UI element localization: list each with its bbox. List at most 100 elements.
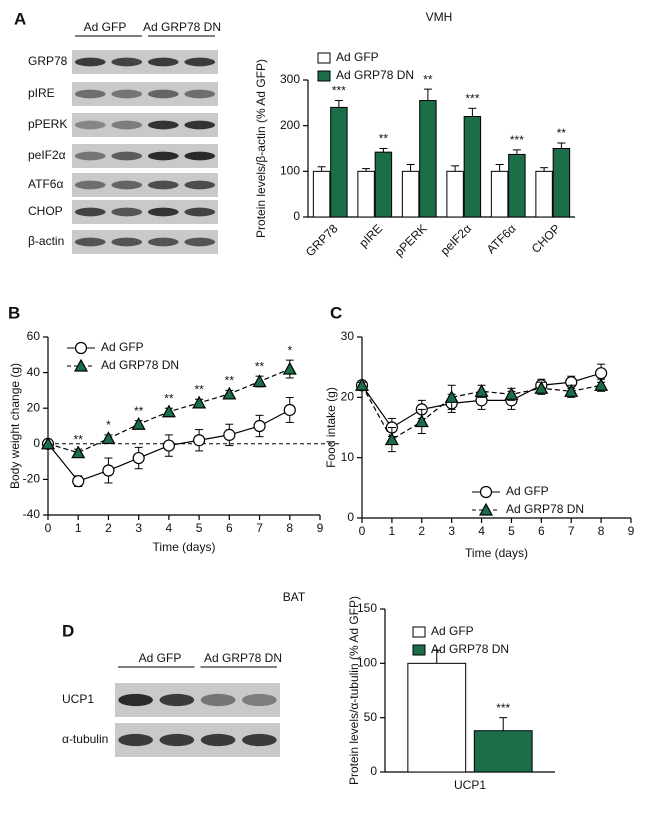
blot-band — [147, 207, 179, 217]
blot-band — [242, 733, 277, 747]
blot-group-label: Ad GFP — [139, 651, 182, 665]
blot-band — [74, 57, 106, 67]
significance-label: *** — [465, 91, 479, 105]
y-tick-label: 300 — [280, 72, 300, 86]
blot-band — [159, 733, 195, 747]
blot-row-label: pIRE — [28, 86, 55, 100]
marker — [414, 414, 429, 428]
bar — [508, 153, 526, 218]
blot-band — [111, 57, 143, 67]
blot-band — [184, 151, 216, 161]
x-tick-label: 2 — [105, 521, 112, 535]
blot-band — [184, 57, 216, 67]
y-tick-label: 0 — [293, 209, 300, 223]
x-tick-label: 3 — [135, 521, 142, 535]
marker — [444, 390, 459, 403]
significance-label: *** — [496, 701, 510, 715]
blot-band — [159, 693, 195, 707]
blot-band — [242, 693, 277, 707]
bar — [330, 106, 348, 218]
x-tick-label: 4 — [478, 524, 485, 538]
y-tick-label: 100 — [357, 656, 377, 670]
significance-label: ** — [379, 132, 389, 146]
y-tick-label: 100 — [280, 164, 300, 178]
y-axis-label: Protein levels/β-actin (% Ad GFP) — [254, 59, 268, 238]
marker — [564, 384, 579, 397]
y-axis-label: Body weight change (g) — [8, 363, 22, 489]
blot-band — [118, 693, 153, 707]
marker — [478, 502, 494, 516]
significance-label: *** — [510, 133, 524, 147]
x-tick-label: 3 — [448, 524, 455, 538]
blot-band — [74, 180, 106, 190]
blot-band — [147, 237, 179, 247]
blot-row-label: α-tubulin — [62, 732, 108, 746]
x-tick-label: 9 — [628, 524, 635, 538]
blot-band — [147, 151, 179, 161]
x-tick-label: 9 — [317, 521, 324, 535]
blot-band — [111, 207, 143, 217]
marker — [283, 403, 296, 417]
y-tick-label: 200 — [280, 118, 300, 132]
x-tick-label: 4 — [166, 521, 173, 535]
bar — [312, 170, 331, 218]
marker — [223, 428, 236, 441]
blot-band — [184, 120, 216, 130]
bar — [552, 148, 571, 218]
significance-label: ** — [134, 404, 144, 418]
y-tick-label: 20 — [27, 400, 41, 414]
marker — [253, 419, 266, 433]
blot-band — [74, 237, 106, 247]
y-tick-label: -40 — [23, 507, 41, 521]
blot-group-label: Ad GRP78 DN — [204, 651, 282, 665]
marker — [534, 381, 549, 394]
x-tick-label: 8 — [598, 524, 605, 538]
blot-band — [184, 207, 216, 217]
legend-label: Ad GRP78 DN — [101, 358, 179, 372]
x-tick-label: ATF6α — [484, 221, 519, 256]
significance-label: ** — [164, 391, 174, 405]
y-tick-label: 30 — [341, 329, 355, 343]
blot-band — [74, 120, 106, 130]
legend-label: Ad GRP78 DN — [431, 642, 509, 656]
bar — [446, 170, 464, 218]
y-tick-label: 20 — [341, 390, 355, 404]
blot-band — [74, 151, 106, 161]
y-tick-label: 50 — [364, 710, 378, 724]
x-tick-label: 1 — [389, 524, 396, 538]
blot-row-label: CHOP — [28, 204, 63, 218]
bar — [374, 151, 393, 218]
blot-band — [74, 207, 106, 217]
marker — [252, 374, 267, 388]
x-tick-label: pIRE — [356, 221, 385, 250]
marker — [192, 395, 207, 409]
marker — [162, 439, 175, 452]
y-tick-label: 60 — [27, 329, 41, 343]
blot-row-label: pPERK — [28, 117, 67, 131]
x-tick-label: 7 — [256, 521, 263, 535]
blot-group-label: Ad GFP — [84, 20, 127, 34]
blot-band — [111, 120, 143, 130]
y-tick-label: 10 — [341, 450, 355, 464]
marker — [101, 431, 116, 445]
x-tick-label: GRP78 — [303, 221, 341, 259]
legend-label: Ad GFP — [431, 624, 474, 638]
x-tick-label: 6 — [226, 521, 233, 535]
blot-band — [111, 180, 143, 190]
marker — [474, 384, 489, 397]
x-tick-label: 5 — [508, 524, 515, 538]
marker — [222, 386, 237, 400]
blot-band — [147, 120, 179, 130]
blot-row-label: peIF2α — [28, 148, 66, 162]
legend-label: Ad GFP — [101, 340, 144, 354]
x-tick-label: 0 — [45, 521, 52, 535]
panel-label: D — [62, 621, 74, 640]
y-tick-label: -20 — [23, 472, 41, 486]
blot-band — [200, 693, 236, 707]
bar — [535, 170, 553, 218]
significance-label: * — [287, 343, 292, 357]
x-tick-label: 1 — [75, 521, 82, 535]
bar — [463, 116, 482, 218]
blot-band — [184, 89, 216, 99]
